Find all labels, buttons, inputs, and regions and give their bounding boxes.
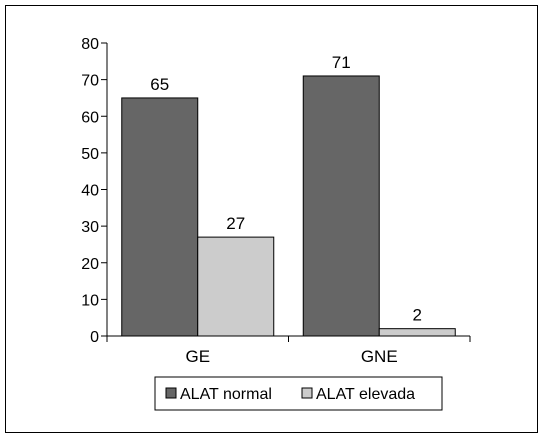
x-tick-label: GNE bbox=[361, 347, 398, 366]
legend-label: ALAT elevada bbox=[316, 386, 415, 403]
y-tick-label: 0 bbox=[90, 329, 99, 346]
legend-swatch bbox=[165, 387, 177, 399]
y-tick-label: 20 bbox=[81, 256, 99, 273]
y-tick-label: 70 bbox=[81, 73, 99, 90]
x-tick-label: GE bbox=[185, 347, 210, 366]
y-tick-label: 60 bbox=[81, 109, 99, 126]
bars: 65 27 71 2 bbox=[121, 53, 456, 337]
legend-box bbox=[154, 376, 443, 411]
y-tick-label: 40 bbox=[81, 183, 99, 200]
chart-frame bbox=[5, 5, 538, 433]
data-label: 27 bbox=[226, 214, 245, 233]
bar-ge-alat-normal bbox=[121, 97, 199, 337]
legend-label: ALAT normal bbox=[180, 386, 272, 403]
bar-ge-alat-elevada bbox=[197, 236, 275, 337]
y-tick-label: 80 bbox=[81, 36, 99, 53]
bar-gne-alat-normal bbox=[302, 75, 380, 337]
y-axis: 0 10 20 30 40 50 60 70 80 bbox=[81, 36, 108, 346]
legend: ALAT normal ALAT elevada bbox=[154, 376, 443, 411]
x-axis: GE GNE bbox=[106, 335, 471, 366]
legend-swatch bbox=[301, 387, 313, 399]
y-tick-label: 30 bbox=[81, 219, 99, 236]
bar-gne-alat-elevada bbox=[378, 328, 456, 337]
y-tick-label: 10 bbox=[81, 292, 99, 309]
data-label: 71 bbox=[332, 53, 351, 72]
data-label: 65 bbox=[150, 75, 169, 94]
data-label: 2 bbox=[413, 306, 422, 325]
y-tick-label: 50 bbox=[81, 146, 99, 163]
